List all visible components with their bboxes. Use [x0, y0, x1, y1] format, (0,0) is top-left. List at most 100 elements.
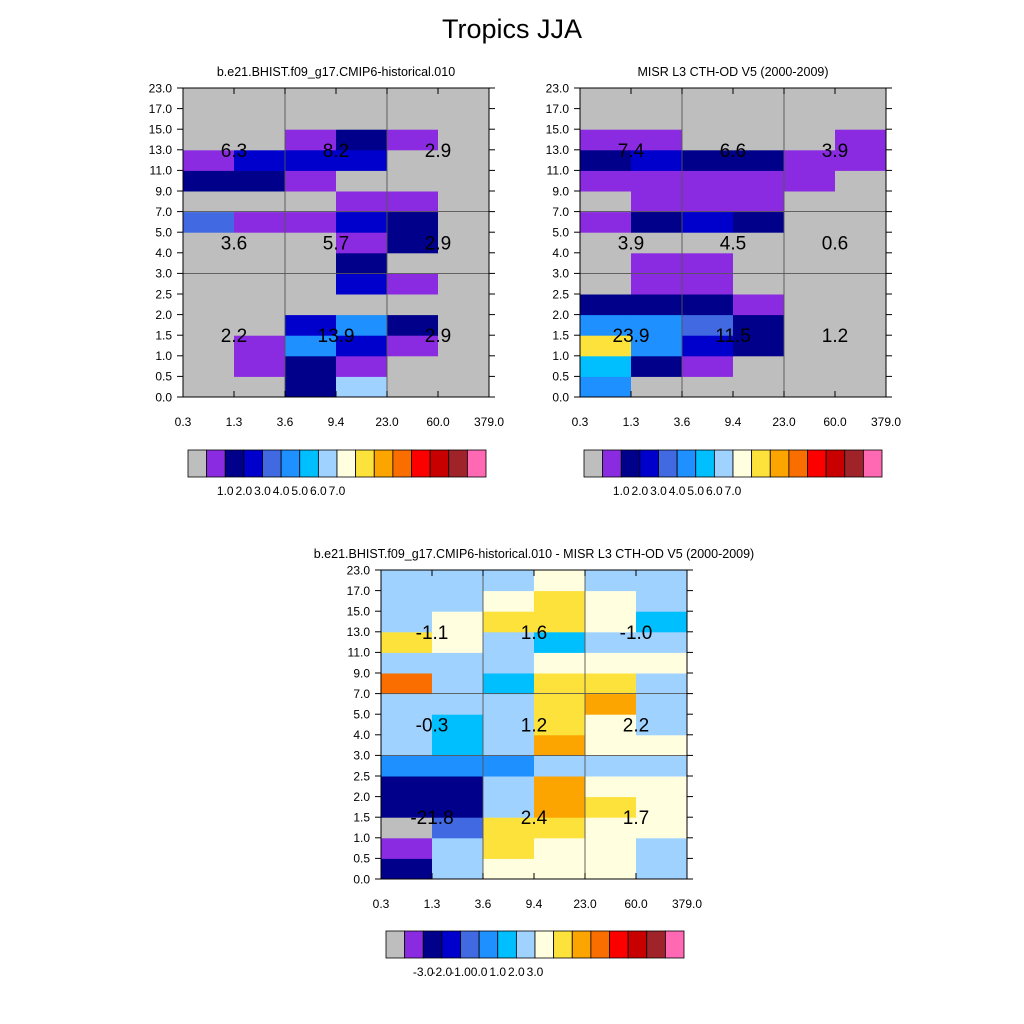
x-tick-label: 1.3 [226, 415, 243, 429]
x-tick-label: 1.3 [424, 897, 441, 911]
figure-title: Tropics JJA [441, 14, 583, 44]
heatmap-cell [733, 355, 785, 377]
colorbar-swatch [695, 449, 715, 478]
heatmap-cell [183, 170, 235, 192]
region-value-label: 3.6 [221, 234, 247, 255]
heatmap-cell [784, 355, 836, 377]
colorbar-label: -1.0 [450, 965, 471, 979]
heatmap-cell [636, 631, 688, 653]
x-tick-label: 379.0 [871, 415, 901, 429]
heatmap-cell [483, 590, 535, 612]
region-value-label: 4.5 [720, 234, 746, 255]
heatmap-cell [534, 631, 586, 653]
heatmap-cell [234, 149, 286, 171]
heatmap-cell [432, 734, 484, 756]
heatmap-cell [580, 211, 632, 233]
heatmap-cell [580, 252, 632, 274]
y-tick-label: 2.0 [552, 308, 569, 322]
y-tick-label: 0.5 [552, 370, 569, 384]
colorbar-label: 3.0 [650, 484, 667, 498]
x-tick-label: 9.4 [526, 897, 543, 911]
colorbar-swatch [602, 449, 622, 478]
colorbar-swatch [571, 930, 592, 959]
heatmap-cell [381, 611, 433, 633]
colorbar-swatch [583, 449, 604, 478]
region-value-label: 7.4 [618, 141, 645, 162]
heatmap-cell [183, 108, 235, 130]
heatmap-cell [636, 817, 688, 839]
heatmap-cell [580, 88, 632, 110]
heatmap-cell [534, 693, 586, 715]
heatmap-cell [381, 631, 433, 653]
heatmap-cell [585, 570, 637, 592]
region-value-label: 2.4 [521, 808, 548, 829]
colorbar-observation: 1.0 2.0 3.0 4.0 5.0 6.0 7.0 [583, 449, 883, 498]
heatmap-cell [636, 570, 688, 592]
heatmap-cell [585, 837, 637, 859]
heatmap-cell [580, 355, 632, 377]
colorbar-swatch [317, 449, 338, 478]
colorbar-swatch [627, 930, 648, 959]
x-tick-label: 0.3 [175, 415, 192, 429]
colorbar-swatch [862, 449, 883, 478]
y-tick-label: 0.5 [353, 852, 370, 866]
heatmap-cell [784, 314, 836, 336]
heatmap-cell [682, 149, 734, 171]
heatmap-cell [835, 108, 887, 130]
y-tick-label: 2.5 [353, 769, 370, 783]
heatmap-cell [387, 149, 439, 171]
y-tick-label: 17.0 [546, 102, 570, 116]
heatmap-cell [580, 273, 632, 295]
heatmap-cell [733, 335, 785, 357]
heatmap-cell [285, 355, 337, 377]
heatmap-cell [285, 376, 337, 398]
heatmap-cell [336, 294, 388, 316]
heatmap-cell [631, 376, 683, 398]
heatmap-cell [387, 273, 439, 295]
colorbar-swatch [825, 449, 846, 478]
heatmap-cell [183, 88, 235, 110]
heatmap-cell [580, 294, 632, 316]
region-value-label: 13.9 [318, 326, 355, 347]
heatmap-cell [534, 755, 586, 777]
colorbar-swatch [299, 449, 319, 478]
colorbar-label: 6.0 [706, 484, 723, 498]
heatmap-cell [387, 88, 439, 110]
heatmap-cell [631, 335, 683, 357]
colorbar-swatch [373, 449, 394, 478]
heatmap-cell [835, 170, 887, 192]
heatmap-cell [483, 631, 535, 653]
heatmap-cell [234, 376, 286, 398]
heatmap-cell [784, 129, 836, 151]
colorbar-label: 4.0 [669, 484, 686, 498]
heatmap-cell [432, 693, 484, 715]
x-tick-label: 3.6 [475, 897, 492, 911]
colorbar-swatch [646, 930, 666, 959]
colorbar-label: 7.0 [725, 484, 742, 498]
heatmap-cell [585, 631, 637, 653]
y-tick-label: 3.0 [552, 267, 569, 281]
colorbar-swatch [676, 449, 697, 478]
heatmap-cell [835, 232, 887, 254]
heatmap-cell [631, 149, 683, 171]
heatmap-cell [733, 170, 785, 192]
x-tick-label: 23.0 [772, 415, 796, 429]
heatmap-cell [183, 314, 235, 336]
region-value-label: -0.3 [416, 716, 449, 737]
heatmap-cell [631, 252, 683, 274]
heatmap-cell [784, 232, 836, 254]
heatmap-cell [682, 108, 734, 130]
heatmap-cell [183, 149, 235, 171]
colorbar-swatch [429, 449, 450, 478]
heatmap-cell [285, 170, 337, 192]
y-tick-label: 9.0 [155, 184, 172, 198]
heatmap-cell [432, 817, 484, 839]
heatmap-cell [381, 652, 433, 674]
colorbar-swatch [807, 449, 827, 478]
y-tick-label: 17.0 [347, 584, 371, 598]
colorbar-label: 7.0 [329, 484, 346, 498]
colorbar-label: 3.0 [254, 484, 271, 498]
heatmap-cell [438, 314, 490, 336]
heatmap-cell [835, 88, 887, 110]
region-value-label: 3.9 [618, 234, 644, 255]
